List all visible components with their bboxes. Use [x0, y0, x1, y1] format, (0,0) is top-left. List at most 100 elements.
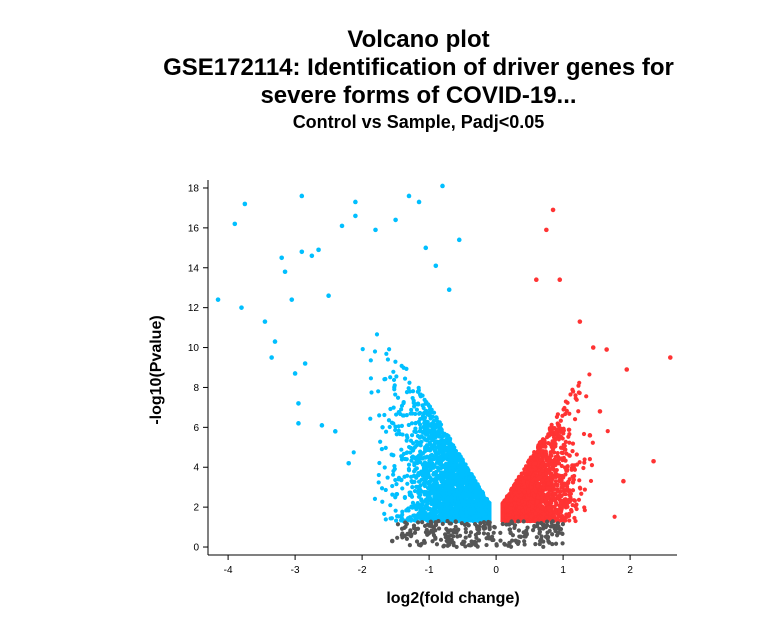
- down-point: [472, 518, 477, 523]
- down-point: [385, 475, 390, 480]
- down-point: [351, 450, 356, 455]
- up-point: [560, 474, 565, 480]
- up-point: [520, 515, 525, 520]
- up-point: [557, 277, 563, 283]
- down-point: [382, 511, 387, 516]
- down-point: [410, 505, 415, 510]
- down-point: [379, 447, 384, 452]
- down-point: [407, 389, 413, 394]
- down-point: [437, 439, 442, 444]
- up-point: [621, 478, 626, 484]
- down-point: [394, 374, 399, 379]
- down-point: [438, 447, 443, 452]
- down-point: [459, 496, 464, 501]
- up-point: [572, 473, 577, 479]
- down-point: [435, 465, 440, 470]
- up-point: [537, 453, 542, 458]
- up-point: [568, 495, 573, 500]
- up-point: [562, 443, 567, 448]
- up-point: [541, 492, 546, 497]
- ns-point: [467, 533, 472, 538]
- ns-point: [484, 542, 489, 548]
- x-tick-label: -2: [358, 565, 367, 576]
- up-point: [540, 506, 546, 511]
- down-point: [436, 494, 441, 499]
- up-point: [576, 497, 582, 502]
- ns-point: [455, 534, 460, 539]
- up-point: [571, 477, 576, 482]
- down-point: [463, 517, 468, 522]
- down-point: [438, 454, 443, 459]
- down-point: [393, 424, 398, 429]
- down-point: [449, 499, 455, 504]
- up-point: [573, 393, 578, 398]
- down-point: [468, 507, 474, 512]
- down-point: [439, 476, 445, 481]
- down-point: [232, 221, 238, 227]
- down-point: [279, 255, 285, 261]
- down-point: [423, 245, 429, 251]
- ns-point: [482, 523, 487, 528]
- down-point: [426, 430, 431, 435]
- down-point: [480, 504, 485, 509]
- down-point: [428, 497, 434, 502]
- ns-point: [524, 528, 529, 533]
- up-point: [553, 462, 558, 468]
- ns-point: [487, 520, 492, 525]
- down-point: [404, 450, 409, 456]
- down-point: [353, 199, 358, 205]
- down-point: [393, 427, 398, 433]
- ns-point: [516, 519, 521, 524]
- down-point: [414, 407, 420, 412]
- down-point: [428, 490, 433, 495]
- down-point: [411, 400, 416, 405]
- down-point: [393, 495, 398, 500]
- ns-point: [491, 530, 496, 535]
- down-point: [383, 487, 388, 493]
- ns-point: [445, 519, 450, 524]
- down-point: [424, 443, 430, 448]
- up-point: [523, 475, 528, 480]
- up-point: [568, 392, 573, 397]
- down-point: [385, 357, 391, 362]
- up-point: [513, 511, 518, 516]
- x-tick-label: 0: [493, 565, 499, 576]
- up-point: [544, 462, 549, 467]
- down-point: [394, 432, 399, 437]
- up-point: [541, 485, 546, 491]
- y-tick-label: 16: [188, 223, 200, 234]
- y-tick-label: 14: [188, 263, 200, 274]
- down-point: [447, 439, 452, 444]
- down-point: [439, 516, 445, 522]
- down-point: [425, 419, 430, 424]
- down-point: [392, 383, 397, 388]
- up-point: [552, 426, 557, 431]
- down-point: [435, 429, 441, 434]
- down-point: [406, 386, 411, 391]
- down-point: [372, 496, 378, 502]
- up-point: [563, 399, 568, 404]
- up-point: [523, 464, 529, 469]
- up-point: [525, 518, 530, 524]
- ns-point: [395, 535, 400, 540]
- down-point: [446, 480, 451, 485]
- up-point: [560, 413, 565, 418]
- down-point: [421, 405, 426, 411]
- down-point: [431, 436, 436, 441]
- down-point: [453, 492, 458, 497]
- up-point: [548, 467, 553, 472]
- down-point: [412, 463, 417, 468]
- down-point: [432, 496, 437, 501]
- down-point: [399, 363, 404, 368]
- down-point: [462, 504, 467, 509]
- ns-point: [475, 526, 480, 532]
- up-point: [552, 504, 557, 509]
- up-point: [668, 355, 673, 360]
- down-point: [424, 517, 429, 523]
- down-point: [477, 487, 483, 492]
- down-point: [393, 477, 398, 483]
- down-point: [393, 359, 398, 364]
- down-point: [470, 503, 476, 508]
- up-point: [569, 507, 574, 513]
- up-point: [532, 493, 537, 498]
